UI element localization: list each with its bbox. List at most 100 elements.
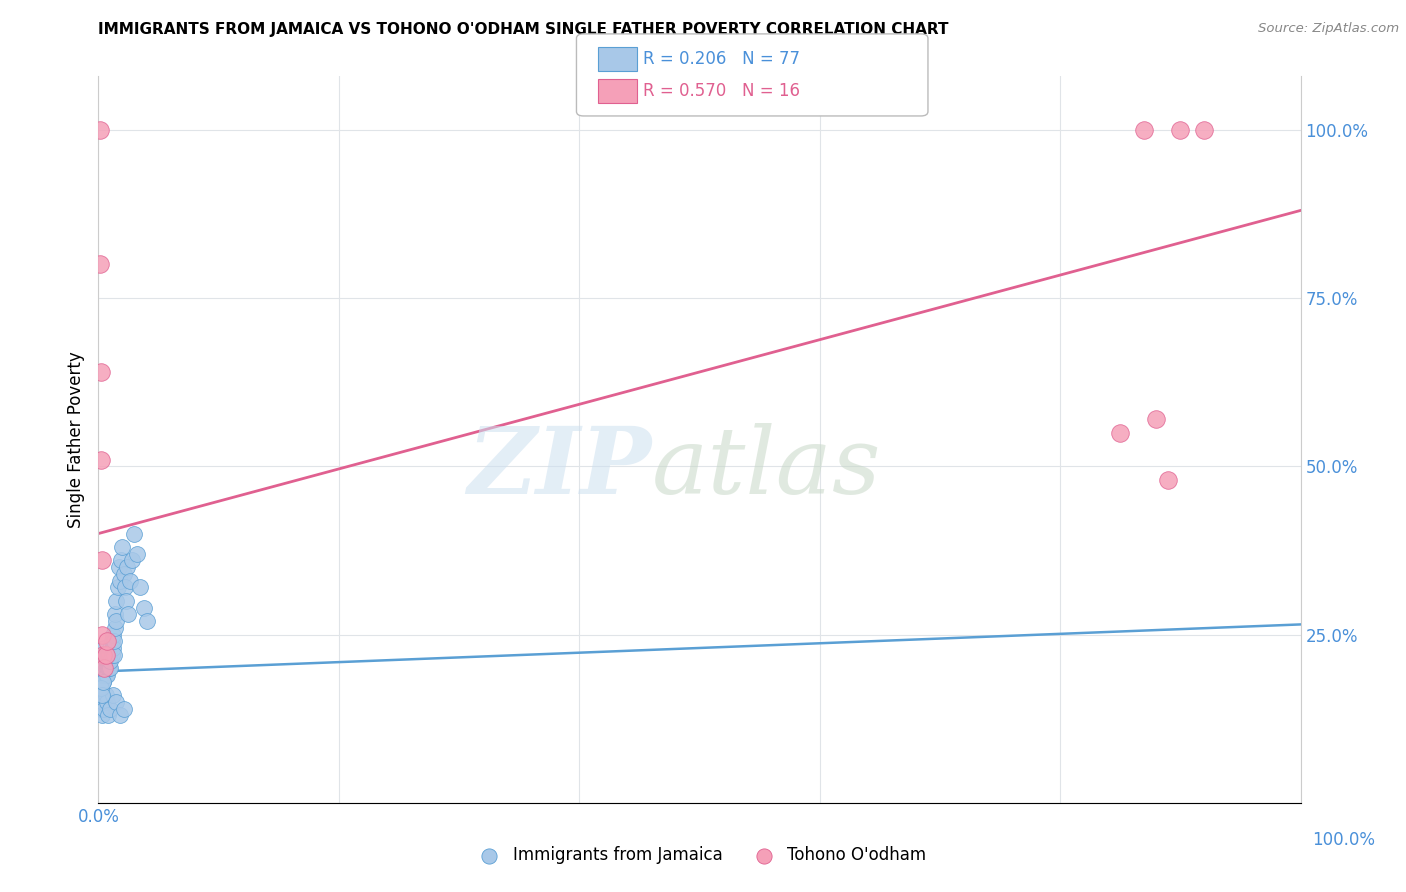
- Point: [110, 553, 132, 567]
- Point: [111, 540, 134, 554]
- Point: [100, 634, 122, 648]
- Point: [90, 701, 112, 715]
- Point: [91, 668, 114, 682]
- Point: [93, 640, 115, 655]
- Point: [89, 122, 111, 136]
- Point: [105, 594, 128, 608]
- Point: [114, 581, 136, 595]
- Point: [101, 627, 124, 641]
- Point: [89, 695, 111, 709]
- Point: [107, 581, 129, 595]
- Point: [108, 708, 131, 723]
- Point: [90, 452, 112, 467]
- Y-axis label: Single Father Poverty: Single Father Poverty: [67, 351, 86, 528]
- Point: [93, 668, 115, 682]
- Point: [93, 655, 115, 669]
- Point: [91, 648, 114, 662]
- Point: [96, 648, 118, 662]
- Point: [1109, 425, 1132, 440]
- Point: [91, 674, 114, 689]
- Point: [103, 634, 125, 648]
- Text: atlas: atlas: [651, 424, 882, 514]
- Point: [125, 547, 148, 561]
- Point: [97, 655, 120, 669]
- Point: [90, 681, 112, 696]
- Point: [94, 648, 117, 662]
- Point: [135, 614, 157, 628]
- Point: [1170, 122, 1192, 136]
- Point: [91, 695, 114, 709]
- Point: [91, 648, 114, 662]
- Point: [104, 607, 127, 622]
- Point: [91, 674, 114, 689]
- Point: [100, 648, 122, 662]
- Point: [112, 701, 135, 715]
- Point: [96, 668, 118, 682]
- Point: [94, 648, 117, 662]
- Point: [129, 581, 152, 595]
- Point: [115, 594, 138, 608]
- Point: [91, 648, 114, 662]
- Point: [91, 688, 114, 702]
- Text: Source: ZipAtlas.com: Source: ZipAtlas.com: [1258, 22, 1399, 36]
- Point: [89, 661, 111, 675]
- Point: [96, 695, 118, 709]
- Point: [91, 553, 114, 567]
- Point: [93, 661, 115, 675]
- Point: [103, 648, 125, 662]
- Point: [93, 648, 115, 662]
- Point: [98, 648, 121, 662]
- Point: [91, 708, 114, 723]
- Point: [132, 600, 155, 615]
- Point: [96, 634, 118, 648]
- Text: IMMIGRANTS FROM JAMAICA VS TOHONO O'ODHAM SINGLE FATHER POVERTY CORRELATION CHAR: IMMIGRANTS FROM JAMAICA VS TOHONO O'ODHA…: [98, 22, 949, 37]
- Point: [100, 655, 122, 669]
- Point: [124, 526, 146, 541]
- Point: [1133, 122, 1156, 136]
- Point: [90, 365, 112, 379]
- Point: [98, 661, 121, 675]
- Point: [97, 648, 120, 662]
- Point: [91, 661, 114, 675]
- Point: [100, 640, 122, 655]
- Point: [121, 553, 143, 567]
- Point: [101, 640, 124, 655]
- Point: [1157, 473, 1180, 487]
- Point: [94, 655, 117, 669]
- Point: [91, 661, 114, 675]
- Point: [90, 655, 112, 669]
- Point: [91, 655, 114, 669]
- Point: [1194, 122, 1216, 136]
- Point: [94, 661, 117, 675]
- Text: R = 0.206   N = 77: R = 0.206 N = 77: [643, 50, 800, 68]
- Point: [90, 648, 112, 662]
- Point: [117, 607, 139, 622]
- Point: [94, 688, 117, 702]
- Point: [89, 257, 111, 271]
- Point: [105, 614, 128, 628]
- Point: [91, 655, 114, 669]
- Text: 100.0%: 100.0%: [1312, 830, 1375, 848]
- Text: R = 0.570   N = 16: R = 0.570 N = 16: [643, 82, 800, 100]
- Point: [105, 695, 128, 709]
- Point: [101, 688, 124, 702]
- Text: ZIP: ZIP: [467, 424, 651, 514]
- Point: [117, 560, 139, 574]
- Point: [98, 655, 121, 669]
- Point: [94, 668, 117, 682]
- Point: [100, 661, 122, 675]
- Point: [91, 627, 114, 641]
- Point: [108, 574, 131, 588]
- Point: [97, 661, 120, 675]
- Legend: Immigrants from Jamaica, Tohono O'odham: Immigrants from Jamaica, Tohono O'odham: [465, 839, 934, 871]
- Point: [100, 701, 122, 715]
- Point: [90, 674, 112, 689]
- Point: [1144, 412, 1167, 426]
- Point: [96, 661, 118, 675]
- Point: [118, 574, 141, 588]
- Point: [112, 566, 135, 581]
- Point: [97, 708, 120, 723]
- Point: [104, 621, 127, 635]
- Point: [93, 661, 115, 675]
- Point: [108, 560, 131, 574]
